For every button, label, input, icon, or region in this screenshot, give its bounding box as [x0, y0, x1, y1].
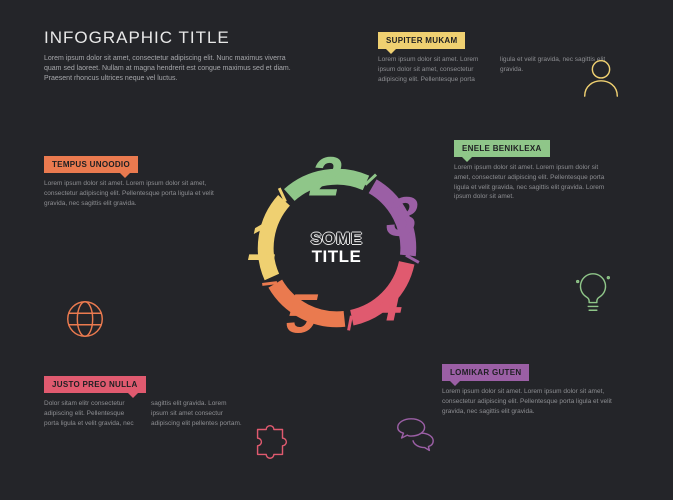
bulb-icon: [570, 270, 616, 316]
desc-lomikar: Lorem ipsum dolor sit amet. Lorem ipsum …: [442, 387, 612, 416]
person-icon: [578, 54, 624, 100]
desc-supiter: Lorem ipsum dolor sit amet. Lorem ipsum …: [378, 55, 608, 84]
chat-icon: [392, 414, 438, 460]
tag-supiter: SUPITER MUKAM: [378, 32, 465, 49]
block-lomikar: LOMIKAR GUTEN Lorem ipsum dolor sit amet…: [442, 362, 612, 416]
infographic-canvas: { "background_color": "#242529", "header…: [0, 0, 673, 500]
tag-lomikar: LOMIKAR GUTEN: [442, 364, 529, 381]
page-intro: Lorem ipsum dolor sit amet, consectetur …: [44, 54, 304, 84]
block-tempus: TEMPUS UNOODIO Lorem ipsum dolor sit ame…: [44, 154, 222, 208]
tag-justo: JUSTO PREO NULLA: [44, 376, 146, 393]
desc-justo: Dolor sitam elitr consectetur adipiscing…: [44, 399, 244, 428]
desc-tempus: Lorem ipsum dolor sit amet. Lorem ipsum …: [44, 179, 222, 208]
block-supiter: SUPITER MUKAM Lorem ipsum dolor sit amet…: [378, 30, 608, 84]
block-enele: ENELE BENIKLEXA Lorem ipsum dolor sit am…: [454, 138, 614, 202]
tag-tempus: TEMPUS UNOODIO: [44, 156, 138, 173]
page-title: INFOGRAPHIC TITLE: [44, 28, 304, 48]
desc-enele: Lorem ipsum dolor sit amet. Lorem ipsum …: [454, 163, 614, 202]
svg-text:4: 4: [365, 270, 409, 332]
globe-icon: [62, 296, 108, 342]
block-justo: JUSTO PREO NULLA Dolor sitam elitr conse…: [44, 374, 244, 428]
tag-enele: ENELE BENIKLEXA: [454, 140, 550, 157]
header: INFOGRAPHIC TITLE Lorem ipsum dolor sit …: [44, 28, 304, 84]
puzzle-icon: [248, 418, 294, 464]
number-wheel: 12345: [238, 149, 436, 347]
svg-text:1: 1: [241, 210, 285, 272]
